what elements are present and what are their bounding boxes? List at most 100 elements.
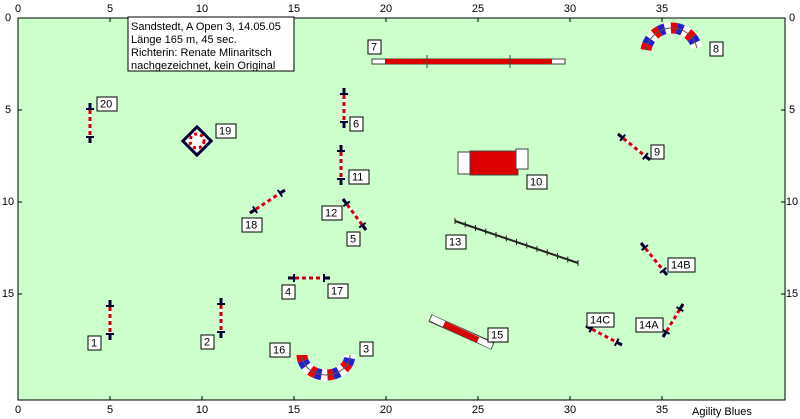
jump-wing — [659, 267, 667, 274]
jump-wing — [619, 134, 626, 142]
obstacle-label: 2 — [204, 336, 210, 348]
label-box — [367, 39, 382, 55]
obstacle-label: 9 — [654, 146, 660, 158]
y-tick-label: 10 — [2, 196, 14, 208]
label-box — [96, 96, 118, 112]
x-tick-label: 35 — [656, 3, 668, 15]
label-box — [321, 205, 343, 221]
seesaw — [442, 321, 480, 343]
label-box — [709, 41, 724, 57]
info-line: Richterin: Renate Mlinaritsch — [131, 47, 272, 59]
label-box — [346, 231, 361, 247]
label-box — [215, 123, 237, 139]
chute — [469, 150, 519, 176]
field — [17, 17, 786, 401]
label-box — [359, 341, 374, 357]
jump-wing — [341, 198, 348, 205]
obstacle-label: 3 — [363, 343, 369, 355]
jump-wing — [642, 152, 649, 160]
obstacle-label: 6 — [353, 118, 359, 130]
obstacle-label: 12 — [325, 207, 337, 219]
x-tick-label: 20 — [380, 404, 392, 416]
jump-wing — [662, 328, 671, 335]
obstacle-label: 8 — [713, 43, 719, 55]
jump-wing — [613, 338, 620, 347]
label-box — [327, 283, 349, 299]
jump-wing — [342, 200, 351, 208]
jump-wing — [276, 189, 284, 198]
label-box — [445, 234, 467, 250]
x-tick-label: 15 — [288, 3, 300, 15]
x-tick-label: 0 — [15, 404, 21, 416]
obstacle-label: 17 — [331, 285, 343, 297]
label-box — [200, 334, 215, 350]
info-line: nachgezeichnet, kein Original — [131, 60, 275, 72]
tunnel-edge — [645, 27, 698, 51]
label-box — [487, 327, 509, 343]
x-tick-label: 25 — [472, 3, 484, 15]
x-tick-label: 0 — [15, 3, 21, 15]
obstacle-label: 7 — [371, 41, 377, 53]
obstacle-label: 5 — [350, 233, 356, 245]
obstacle-label: 13 — [449, 236, 461, 248]
label-box — [87, 335, 102, 351]
footer: Agility Blues — [692, 406, 752, 418]
x-tick-label: 15 — [288, 404, 300, 416]
label-box — [667, 257, 696, 273]
jump-wing — [644, 155, 651, 162]
info-box — [127, 16, 295, 72]
dogwalk — [385, 59, 552, 64]
y-tick-label: 5 — [5, 104, 11, 116]
obstacle-label: 11 — [352, 171, 363, 183]
x-tick-label: 5 — [107, 3, 113, 15]
label-box — [281, 284, 296, 300]
obstacle-label: 14B — [671, 259, 691, 271]
y-tick-label: 15 — [2, 288, 14, 300]
jump-wing — [641, 244, 649, 251]
info-line: Sandstedt, A Open 3, 14.05.05 — [131, 21, 281, 33]
tire — [188, 132, 206, 150]
x-tick-label: 30 — [564, 3, 576, 15]
x-tick-label: 20 — [380, 3, 392, 15]
label-box — [349, 116, 364, 132]
obstacle-label: 16 — [273, 344, 285, 356]
x-tick-label: 5 — [107, 404, 113, 416]
jump-wing — [279, 188, 286, 195]
x-tick-label: 30 — [564, 404, 576, 416]
x-tick-label: 10 — [196, 3, 208, 15]
obstacle-label: 15 — [491, 329, 503, 341]
label-box — [635, 317, 664, 333]
obstacles — [86, 22, 703, 381]
jump-wing — [675, 306, 684, 313]
obstacle-label: 4 — [285, 286, 291, 298]
label-box — [269, 342, 291, 358]
obstacle-label: 10 — [530, 176, 542, 188]
x-tick-label: 10 — [196, 404, 208, 416]
chute-end — [515, 148, 529, 170]
x-tick-label: 25 — [472, 404, 484, 416]
jump-wing — [361, 224, 368, 231]
obstacle-label: 14A — [639, 319, 659, 331]
y-tick-label: 0 — [789, 12, 795, 24]
label-box — [586, 312, 615, 328]
info-line: Länge 165 m, 45 sec. — [131, 34, 237, 46]
obstacle-label: 20 — [100, 98, 112, 110]
table — [180, 124, 214, 158]
obstacle-label: 14C — [590, 314, 610, 326]
label-box — [650, 144, 665, 160]
obstacle-label: 19 — [219, 125, 231, 137]
label-box — [348, 169, 370, 185]
tunnel-edge — [301, 354, 351, 376]
obstacle-label: 1 — [91, 337, 97, 349]
y-tick-label: 0 — [5, 12, 11, 24]
jump-wing — [358, 221, 367, 229]
y-tick-label: 5 — [789, 104, 795, 116]
label-box — [526, 174, 548, 190]
label-box — [241, 217, 263, 233]
x-tick-label: 35 — [656, 404, 668, 416]
y-tick-label: 15 — [786, 288, 798, 300]
y-tick-label: 10 — [786, 196, 798, 208]
